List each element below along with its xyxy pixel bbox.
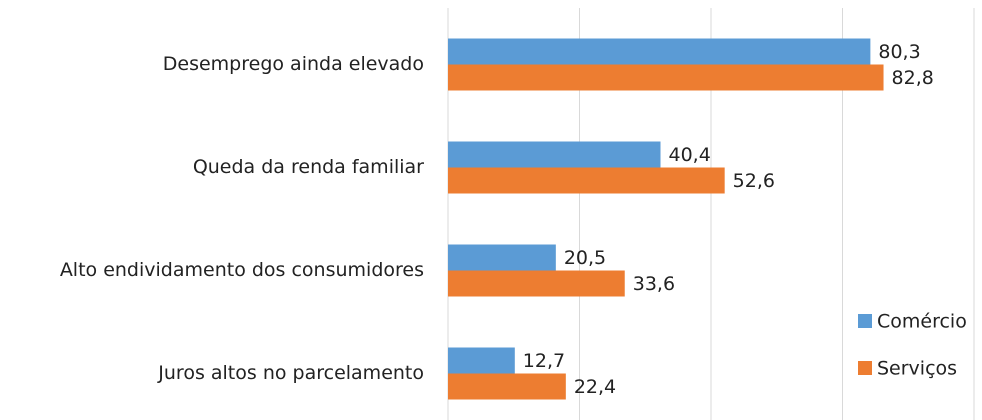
category-label: Alto endividamento dos consumidores bbox=[60, 259, 424, 281]
bar bbox=[448, 373, 566, 400]
data-label: 82,8 bbox=[892, 67, 934, 89]
data-label: 33,6 bbox=[633, 273, 675, 295]
bar bbox=[448, 244, 556, 271]
data-label: 20,5 bbox=[564, 247, 606, 269]
bar bbox=[448, 167, 725, 194]
category-label: Queda da renda familiar bbox=[193, 156, 424, 178]
data-label: 80,3 bbox=[878, 41, 920, 63]
bar bbox=[448, 270, 625, 297]
data-label: 52,6 bbox=[733, 170, 775, 192]
data-label: 12,7 bbox=[523, 350, 565, 372]
data-label: 22,4 bbox=[574, 376, 616, 398]
legend-swatch bbox=[858, 314, 872, 328]
bar bbox=[448, 38, 871, 65]
legend-label: Comércio bbox=[877, 311, 967, 333]
data-label: 40,4 bbox=[669, 144, 711, 166]
category-label: Desemprego ainda elevado bbox=[163, 53, 424, 75]
bar bbox=[448, 347, 515, 374]
bar bbox=[448, 64, 884, 91]
legend-label: Serviços bbox=[877, 358, 957, 380]
category-label: Juros altos no parcelamento bbox=[157, 362, 424, 384]
legend-swatch bbox=[858, 361, 872, 375]
bar bbox=[448, 141, 661, 168]
